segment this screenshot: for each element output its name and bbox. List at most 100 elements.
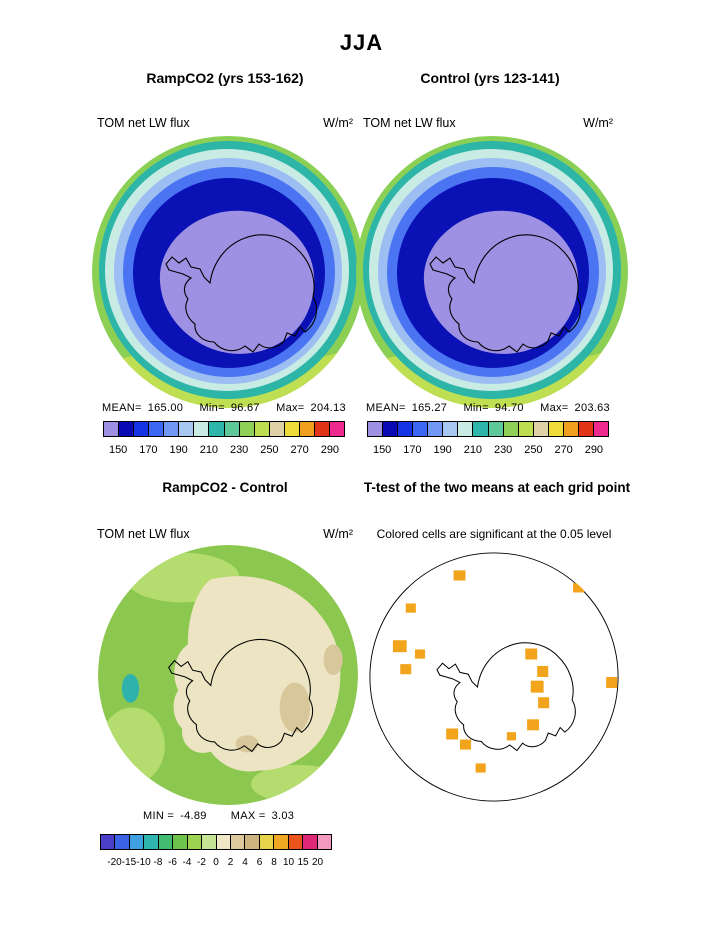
colorbar-cell — [413, 422, 429, 436]
colorbar-cell — [473, 422, 489, 436]
max-label: Max= — [276, 402, 305, 414]
difference-colorbar-labels: -20 -15 -10 -8 -6 -4 -2 0 2 4 6 8 10 15 20 — [100, 857, 332, 871]
colorbar-cell — [254, 422, 270, 436]
mean-stat: MEAN= 165.27 — [366, 402, 447, 414]
var-row-bottom-left: TOM net LW flux W/m² — [97, 527, 353, 541]
colorbar-tick-label: 150 — [108, 444, 128, 456]
colorbar-cell — [202, 835, 217, 849]
colorbar-tick-label: 20 — [311, 857, 324, 868]
panel-header-control: Control (yrs 123-141) — [420, 70, 560, 86]
map-difference — [98, 545, 358, 805]
colorbar-tick-label: -10 — [136, 857, 151, 868]
colorbar-cell — [284, 422, 300, 436]
colorbar-tick-label: 230 — [493, 444, 513, 456]
panel-header-difference: RampCO2 - Control — [162, 480, 288, 495]
max-stat: Max= 204.13 — [276, 402, 346, 414]
colorbar-tick-label: 170 — [139, 444, 158, 456]
colorbar-cell — [383, 422, 399, 436]
mean-value: 165.00 — [147, 402, 184, 414]
difference-colorbar — [100, 834, 332, 850]
colorbar-tick-label: -4 — [182, 857, 192, 868]
max-stat: Max= 203.63 — [540, 402, 610, 414]
colorbar-cell — [149, 422, 165, 436]
colorbar-cell — [173, 835, 188, 849]
colorbar-cell — [259, 835, 275, 849]
colorbar-cell — [129, 835, 145, 849]
colorbar-cell — [144, 835, 159, 849]
colorbar-tick-label: -8 — [153, 857, 163, 868]
colorbar-cell — [269, 422, 285, 436]
min-stat: Min= 94.70 — [463, 402, 523, 414]
colorbar-cell — [101, 835, 116, 849]
colorbar-cell — [593, 422, 608, 436]
colorbar-cell — [488, 422, 504, 436]
colorbar-cell — [368, 422, 384, 436]
colorbar-cell — [533, 422, 549, 436]
map-rampco2 — [92, 136, 364, 408]
colorbar-tick-label: 250 — [524, 444, 543, 456]
panel-header-rampco2: RampCO2 (yrs 153-162) — [146, 70, 304, 86]
flux-colorbar — [367, 421, 609, 437]
colorbar-tick-label: 230 — [229, 444, 249, 456]
colorbar-cell — [563, 422, 579, 436]
stats-difference: MIN = -4.89 MAX = 3.03 — [143, 810, 294, 822]
min-label: MIN = — [143, 810, 175, 822]
colorbar-tick-label: 0 — [213, 857, 219, 868]
stats-rampco2: MEAN= 165.00 Min= 96.67 Max= 204.13 — [102, 402, 346, 414]
mean-stat: MEAN= 165.00 — [102, 402, 183, 414]
colorbar-tick-label: 2 — [227, 857, 234, 868]
max-label: Max= — [540, 402, 569, 414]
panel-header-ttest: T-test of the two means at each grid poi… — [363, 480, 631, 495]
colorbar-tick-label: 8 — [271, 857, 277, 868]
colorbar-cell — [288, 835, 304, 849]
colorbar-tick-label: 170 — [403, 444, 422, 456]
significant-cells — [392, 570, 618, 773]
colorbar-tick-label: -20 — [107, 857, 122, 868]
colorbar-tick-label: 6 — [256, 857, 263, 868]
max-value: 3.03 — [271, 810, 295, 822]
flux-colorbar-labels: 150 170 190 210 230 250 270 290 — [103, 444, 345, 458]
flux-field — [92, 136, 364, 408]
variable-label: TOM net LW flux — [363, 116, 456, 130]
min-value: 96.67 — [230, 402, 260, 414]
colorbar-cell — [548, 422, 564, 436]
min-label: Min= — [463, 402, 489, 414]
map-control — [356, 136, 628, 408]
units-label: W/m² — [323, 527, 353, 541]
colorbar-cell — [119, 422, 135, 436]
colorbar-cell — [398, 422, 414, 436]
colorbar-cell — [194, 422, 210, 436]
units-label: W/m² — [583, 116, 613, 130]
flux-colorbar — [103, 421, 345, 437]
max-value: 203.63 — [574, 402, 610, 414]
colorbar-cell — [179, 422, 195, 436]
colorbar-tick-label: 250 — [260, 444, 279, 456]
max-value: 204.13 — [310, 402, 346, 414]
colorbar-cell — [158, 835, 174, 849]
colorbar-cell — [239, 422, 255, 436]
units-label: W/m² — [323, 116, 353, 130]
colorbar-tick-label: -6 — [168, 857, 177, 868]
colorbar-cell — [428, 422, 444, 436]
colorbar-cell — [578, 422, 594, 436]
map-ttest — [369, 552, 619, 802]
colorbar-cell — [443, 422, 459, 436]
min-label: Min= — [199, 402, 225, 414]
variable-label: TOM net LW flux — [97, 527, 190, 541]
colorbar-tick-label: 270 — [290, 444, 309, 456]
colorbar-tick-label: 290 — [584, 444, 604, 456]
difference-field — [98, 545, 358, 805]
colorbar-cell — [216, 835, 231, 849]
colorbar-cell — [458, 422, 474, 436]
mean-label: MEAN= — [102, 402, 142, 414]
colorbar-tick-label: 10 — [282, 857, 295, 868]
variable-label: TOM net LW flux — [97, 116, 190, 130]
colorbar-cell — [299, 422, 315, 436]
colorbar-cell — [187, 835, 203, 849]
min-value: -4.89 — [180, 810, 207, 822]
flux-colorbar-labels: 150 170 190 210 230 250 270 290 — [367, 444, 609, 458]
colorbar-tick-label: 150 — [372, 444, 392, 456]
colorbar-cell — [209, 422, 225, 436]
colorbar-cell — [314, 422, 330, 436]
colorbar-cell — [230, 835, 246, 849]
